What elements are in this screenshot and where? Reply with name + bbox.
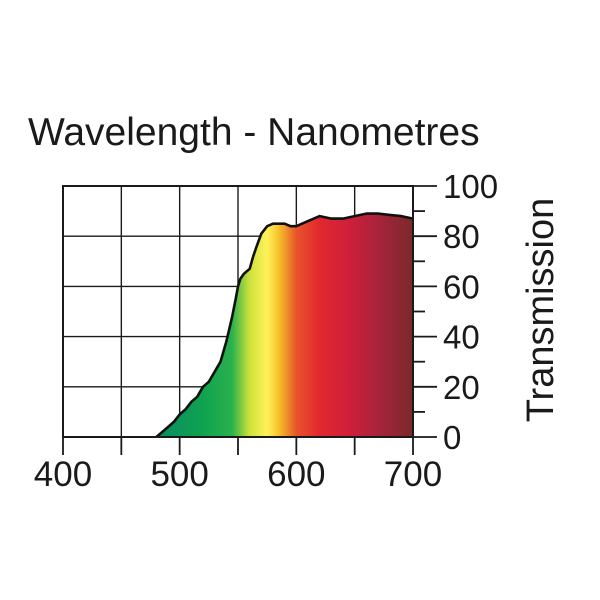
data-area: [155, 212, 414, 438]
x-tick-label: 700: [384, 455, 442, 494]
y-tick-label: 0: [443, 419, 461, 456]
x-tick-label: 400: [34, 455, 92, 494]
transmission-line: [155, 212, 414, 438]
y-tick-label: 60: [443, 268, 480, 305]
x-tick-label: 500: [150, 455, 208, 494]
y-axis-label: Transmission: [520, 198, 562, 423]
y-tick-label: 20: [443, 369, 480, 406]
y-tick-label: 100: [443, 168, 498, 205]
y-tick-label: 80: [443, 218, 480, 255]
y-tick-label: 40: [443, 319, 480, 356]
x-tick-label: 600: [267, 455, 325, 494]
chart-title: Wavelength - Nanometres: [28, 111, 480, 154]
transmission-area: [156, 213, 413, 437]
